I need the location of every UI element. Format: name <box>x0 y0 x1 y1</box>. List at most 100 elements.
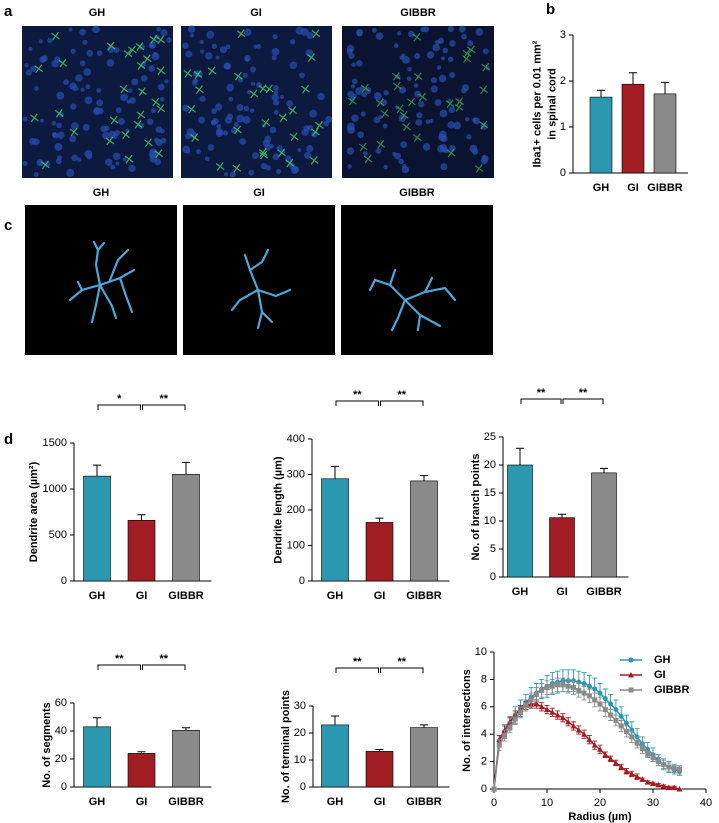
nucleus <box>228 96 234 102</box>
nucleus <box>373 116 381 124</box>
microglia <box>41 160 50 170</box>
microglia <box>412 32 422 42</box>
y-tick-label: 1000 <box>43 483 67 495</box>
nucleus <box>244 57 250 63</box>
nucleus <box>252 152 259 159</box>
nucleus <box>39 56 46 63</box>
x-tick-label: GH <box>327 590 344 602</box>
nucleus <box>472 148 479 155</box>
nucleus <box>382 123 388 129</box>
nucleus <box>466 134 472 140</box>
microglia <box>358 142 368 152</box>
cell-trace <box>230 248 292 330</box>
data-point <box>618 723 624 729</box>
x-tick-label: GI <box>136 590 148 602</box>
data-point <box>623 768 630 774</box>
data-point <box>628 770 635 777</box>
y-tick-label: 0 <box>61 575 67 587</box>
reconstruction <box>25 205 177 355</box>
nucleus <box>423 26 430 33</box>
microglia <box>51 31 60 41</box>
nucleus <box>96 88 102 93</box>
microglia <box>29 113 39 123</box>
bar <box>621 83 645 174</box>
nucleus <box>51 120 57 126</box>
data-point <box>571 685 576 691</box>
nucleus <box>346 147 355 155</box>
nucleus <box>76 157 82 162</box>
x-axis-label: Radius (µm) <box>568 811 632 823</box>
image-label: GI <box>250 7 262 19</box>
y-tick-label: 1 <box>560 121 566 133</box>
nucleus <box>69 135 77 143</box>
nucleus <box>447 98 452 103</box>
significance-bracket <box>97 664 141 670</box>
nucleus <box>25 69 32 76</box>
nucleus <box>79 28 86 36</box>
microglia <box>123 49 133 59</box>
significance-label: ** <box>159 393 168 405</box>
data-point <box>581 731 588 737</box>
nucleus <box>373 92 382 101</box>
nucleus <box>269 126 277 134</box>
data-point <box>512 716 518 722</box>
nucleus <box>242 116 251 124</box>
nucleus <box>226 83 234 92</box>
x-tick-label: GI <box>136 796 148 808</box>
nucleus <box>182 145 190 154</box>
microglia <box>481 62 491 72</box>
nucleus <box>279 95 284 100</box>
nucleus <box>394 152 401 160</box>
bar <box>127 519 156 582</box>
y-tick-label: 20 <box>484 459 496 471</box>
nucleus <box>242 72 248 78</box>
image-label: GH <box>93 187 110 199</box>
nucleus <box>440 163 448 171</box>
nucleus <box>102 131 110 140</box>
significance-bracket <box>380 400 424 406</box>
nucleus <box>51 131 57 138</box>
microglia <box>233 125 242 135</box>
data-point <box>655 781 662 788</box>
nucleus <box>418 100 425 108</box>
microglia <box>392 81 402 91</box>
nucleus <box>414 90 422 98</box>
nucleus <box>125 128 130 134</box>
data-point <box>570 722 577 729</box>
data-point <box>539 687 545 693</box>
data-point <box>624 720 629 726</box>
nucleus <box>436 65 442 70</box>
nucleus <box>249 108 255 113</box>
x-tick-label: 30 <box>647 797 659 809</box>
nucleus <box>51 60 59 68</box>
microglia <box>154 149 164 159</box>
significance-bracket <box>520 398 562 404</box>
data-point <box>549 683 555 689</box>
microglia <box>301 84 310 94</box>
y-tick-label: 6 <box>481 701 487 713</box>
y-tick-label: 30 <box>294 700 306 712</box>
data-point <box>639 776 646 782</box>
nucleus <box>272 34 278 40</box>
nucleus <box>447 25 454 33</box>
y-tick-label: 200 <box>287 504 305 516</box>
nucleus <box>212 117 219 125</box>
nucleus <box>191 80 198 86</box>
microglia <box>138 87 147 96</box>
x-tick-label: GIBBR <box>647 182 683 194</box>
y-tick-label: 0 <box>481 783 487 795</box>
nucleus <box>297 147 302 153</box>
nucleus <box>28 46 33 52</box>
error-bar <box>420 724 428 728</box>
data-point <box>544 706 550 713</box>
nucleus <box>211 43 217 49</box>
error-bar <box>661 81 669 94</box>
micrographs <box>22 25 494 178</box>
microglia <box>249 89 259 99</box>
data-point <box>581 681 587 687</box>
data-point <box>555 682 561 688</box>
nucleus <box>166 37 172 43</box>
y-tick-label: 25 <box>484 431 496 443</box>
nucleus <box>346 122 355 131</box>
nucleus <box>453 121 462 130</box>
